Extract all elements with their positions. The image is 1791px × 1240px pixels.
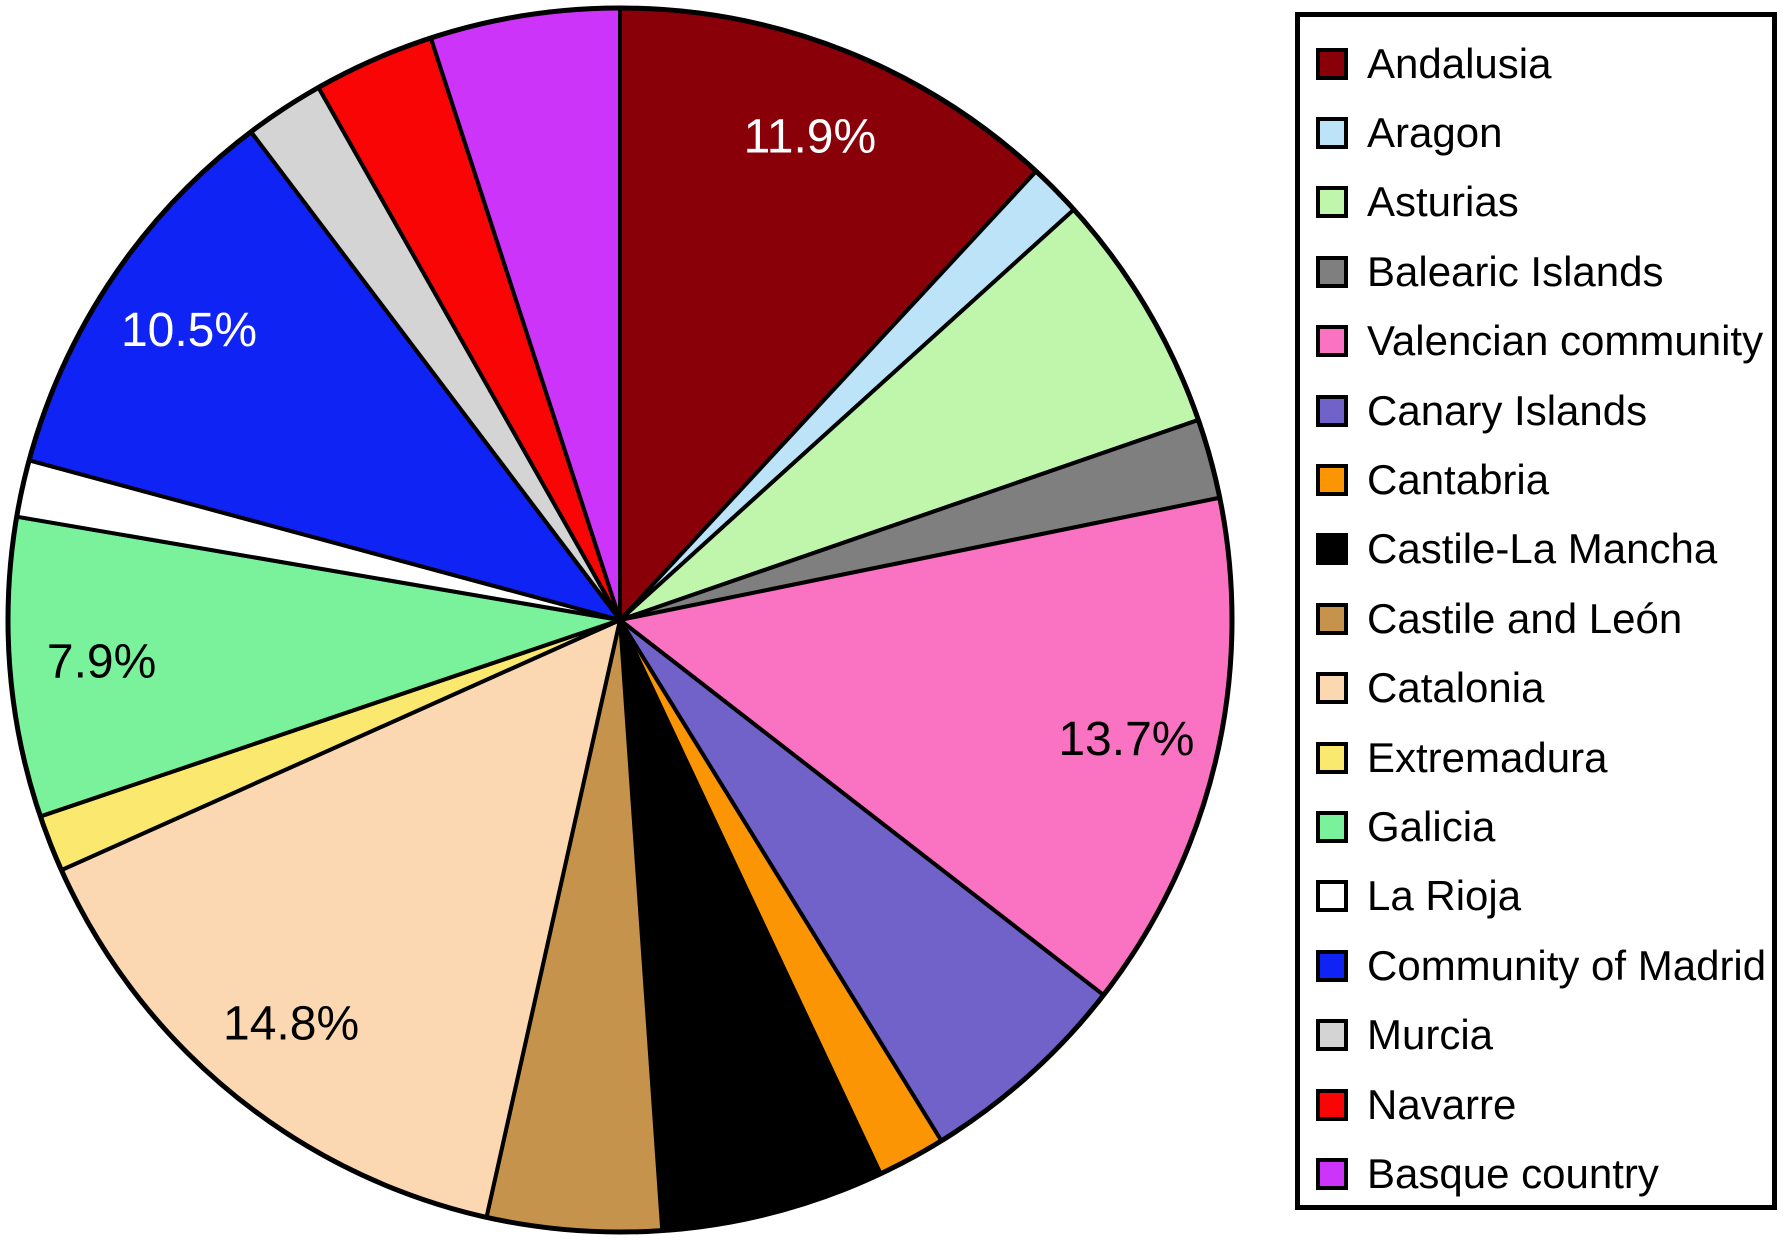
legend-label: Asturias xyxy=(1367,178,1519,226)
legend-label: Catalonia xyxy=(1367,664,1545,712)
legend-item-galicia: Galicia xyxy=(1316,792,1772,861)
legend-label: La Rioja xyxy=(1367,872,1522,920)
pie-percent-label-community-of-madrid: 10.5% xyxy=(121,304,257,357)
legend-item-basque-country: Basque country xyxy=(1316,1139,1772,1208)
legend-swatch-community-of-madrid xyxy=(1316,949,1348,982)
legend-item-castile-la-mancha: Castile-La Mancha xyxy=(1316,515,1772,584)
legend-label: Canary Islands xyxy=(1367,386,1648,434)
legend-item-castile-and-le-n: Castile and León xyxy=(1316,584,1772,653)
legend-label: Basque country xyxy=(1367,1149,1659,1197)
legend-swatch-andalusia xyxy=(1316,47,1348,80)
legend-label: Aragon xyxy=(1367,109,1503,157)
legend-label: Balearic Islands xyxy=(1367,247,1664,295)
legend-swatch-castile-and-le-n xyxy=(1316,602,1348,635)
pie-outline xyxy=(5,5,1235,1235)
legend-swatch-balearic-islands xyxy=(1316,255,1348,288)
legend-item-andalusia: Andalusia xyxy=(1316,29,1772,98)
legend-swatch-canary-islands xyxy=(1316,394,1348,427)
pie-percent-label-andalusia: 11.9% xyxy=(744,111,877,164)
legend-swatch-la-rioja xyxy=(1316,880,1348,913)
legend-swatch-castile-la-mancha xyxy=(1316,533,1348,566)
legend-item-balearic-islands: Balearic Islands xyxy=(1316,237,1772,306)
legend-item-cantabria: Cantabria xyxy=(1316,445,1772,514)
legend-item-extremadura: Extremadura xyxy=(1316,723,1772,792)
legend-label: Castile and León xyxy=(1367,594,1683,642)
legend-item-community-of-madrid: Community of Madrid xyxy=(1316,931,1772,1000)
legend-swatch-basque-country xyxy=(1316,1157,1348,1190)
legend-swatch-galicia xyxy=(1316,810,1348,843)
legend-label: Community of Madrid xyxy=(1367,941,1767,989)
legend-item-asturias: Asturias xyxy=(1316,168,1772,237)
legend-label: Extremadura xyxy=(1367,733,1608,781)
pie-percent-label-valencian-community: 13.7% xyxy=(1058,713,1194,766)
pie-chart: 11.9% 13.7% 14.8% 7.9% 10.5% xyxy=(5,5,1235,1235)
legend-item-navarre: Navarre xyxy=(1316,1070,1772,1139)
legend-swatch-catalonia xyxy=(1316,672,1348,705)
pie-percent-label-galicia: 7.9% xyxy=(47,636,156,689)
legend-label: Galicia xyxy=(1367,802,1496,850)
legend-swatch-extremadura xyxy=(1316,741,1348,774)
legend-swatch-asturias xyxy=(1316,186,1348,219)
legend: Andalusia Aragon Asturias Balearic Islands V… xyxy=(1295,12,1777,1210)
legend-item-valencian-community: Valencian community xyxy=(1316,307,1772,376)
legend-label: Murcia xyxy=(1367,1011,1494,1059)
legend-label: Andalusia xyxy=(1367,39,1552,87)
legend-label: Cantabria xyxy=(1367,456,1550,504)
legend-item-la-rioja: La Rioja xyxy=(1316,862,1772,931)
legend-swatch-navarre xyxy=(1316,1088,1348,1121)
legend-item-canary-islands: Canary Islands xyxy=(1316,376,1772,445)
legend-label: Navarre xyxy=(1367,1080,1517,1128)
legend-swatch-murcia xyxy=(1316,1019,1348,1052)
legend-item-catalonia: Catalonia xyxy=(1316,654,1772,723)
legend-swatch-valencian-community xyxy=(1316,325,1348,358)
legend-item-aragon: Aragon xyxy=(1316,98,1772,167)
pie-percent-label-catalonia: 14.8% xyxy=(223,998,359,1051)
legend-label: Castile-La Mancha xyxy=(1367,525,1718,573)
legend-label: Valencian community xyxy=(1367,317,1764,365)
legend-swatch-cantabria xyxy=(1316,464,1348,497)
legend-item-murcia: Murcia xyxy=(1316,1000,1772,1069)
legend-swatch-aragon xyxy=(1316,117,1348,150)
